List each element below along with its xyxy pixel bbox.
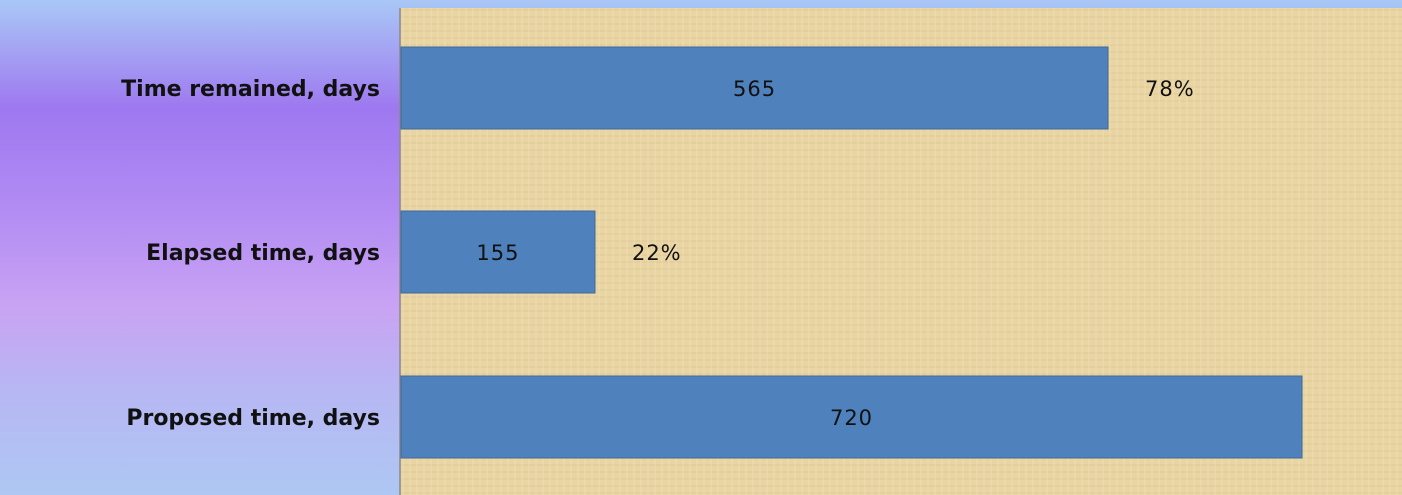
category-label-proposed-time-days: Proposed time, days: [126, 406, 380, 431]
value-label-time-remained-days: 565: [733, 77, 776, 101]
bars-group: [400, 46, 1303, 459]
value-label-proposed-time-days: 720: [830, 406, 873, 430]
category-label-elapsed-time-days: Elapsed time, days: [146, 241, 380, 266]
percent-label-time-remained-days: 78%: [1145, 77, 1195, 101]
labels-group: Time remained, days 565 78% Elapsed time, d…: [121, 77, 1195, 431]
bar-elapsed-time-days: [400, 210, 596, 294]
bar-proposed-time-days: [400, 375, 1303, 459]
bar-time-remained-days: [400, 46, 1109, 130]
value-label-elapsed-time-days: 155: [476, 241, 519, 265]
percent-label-elapsed-time-days: 22%: [632, 241, 682, 265]
category-label-time-remained-days: Time remained, days: [121, 77, 380, 102]
